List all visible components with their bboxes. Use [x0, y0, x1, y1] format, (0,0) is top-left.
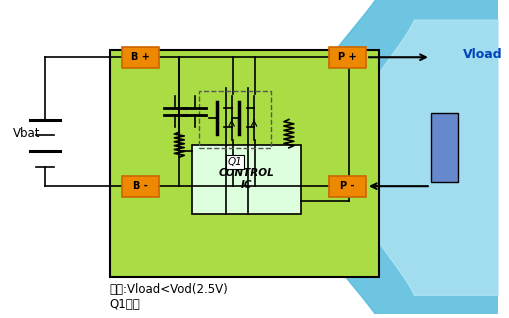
Text: P +: P +: [337, 52, 356, 62]
FancyBboxPatch shape: [122, 176, 159, 197]
Text: P -: P -: [340, 181, 354, 191]
FancyBboxPatch shape: [109, 50, 378, 277]
FancyBboxPatch shape: [328, 47, 365, 68]
FancyBboxPatch shape: [191, 145, 301, 214]
Text: B -: B -: [133, 181, 148, 191]
FancyBboxPatch shape: [430, 113, 457, 183]
Text: Vbat: Vbat: [12, 127, 40, 140]
FancyBboxPatch shape: [328, 176, 365, 197]
Text: Q1: Q1: [228, 157, 242, 167]
Bar: [199, 91, 271, 148]
Text: B +: B +: [131, 52, 150, 62]
Text: CONTROL
IC: CONTROL IC: [218, 169, 274, 190]
Text: Vload: Vload: [462, 48, 502, 61]
Text: 过放:Vload<Vod(2.5V)
Q1切断: 过放:Vload<Vod(2.5V) Q1切断: [109, 283, 228, 311]
FancyBboxPatch shape: [122, 47, 159, 68]
